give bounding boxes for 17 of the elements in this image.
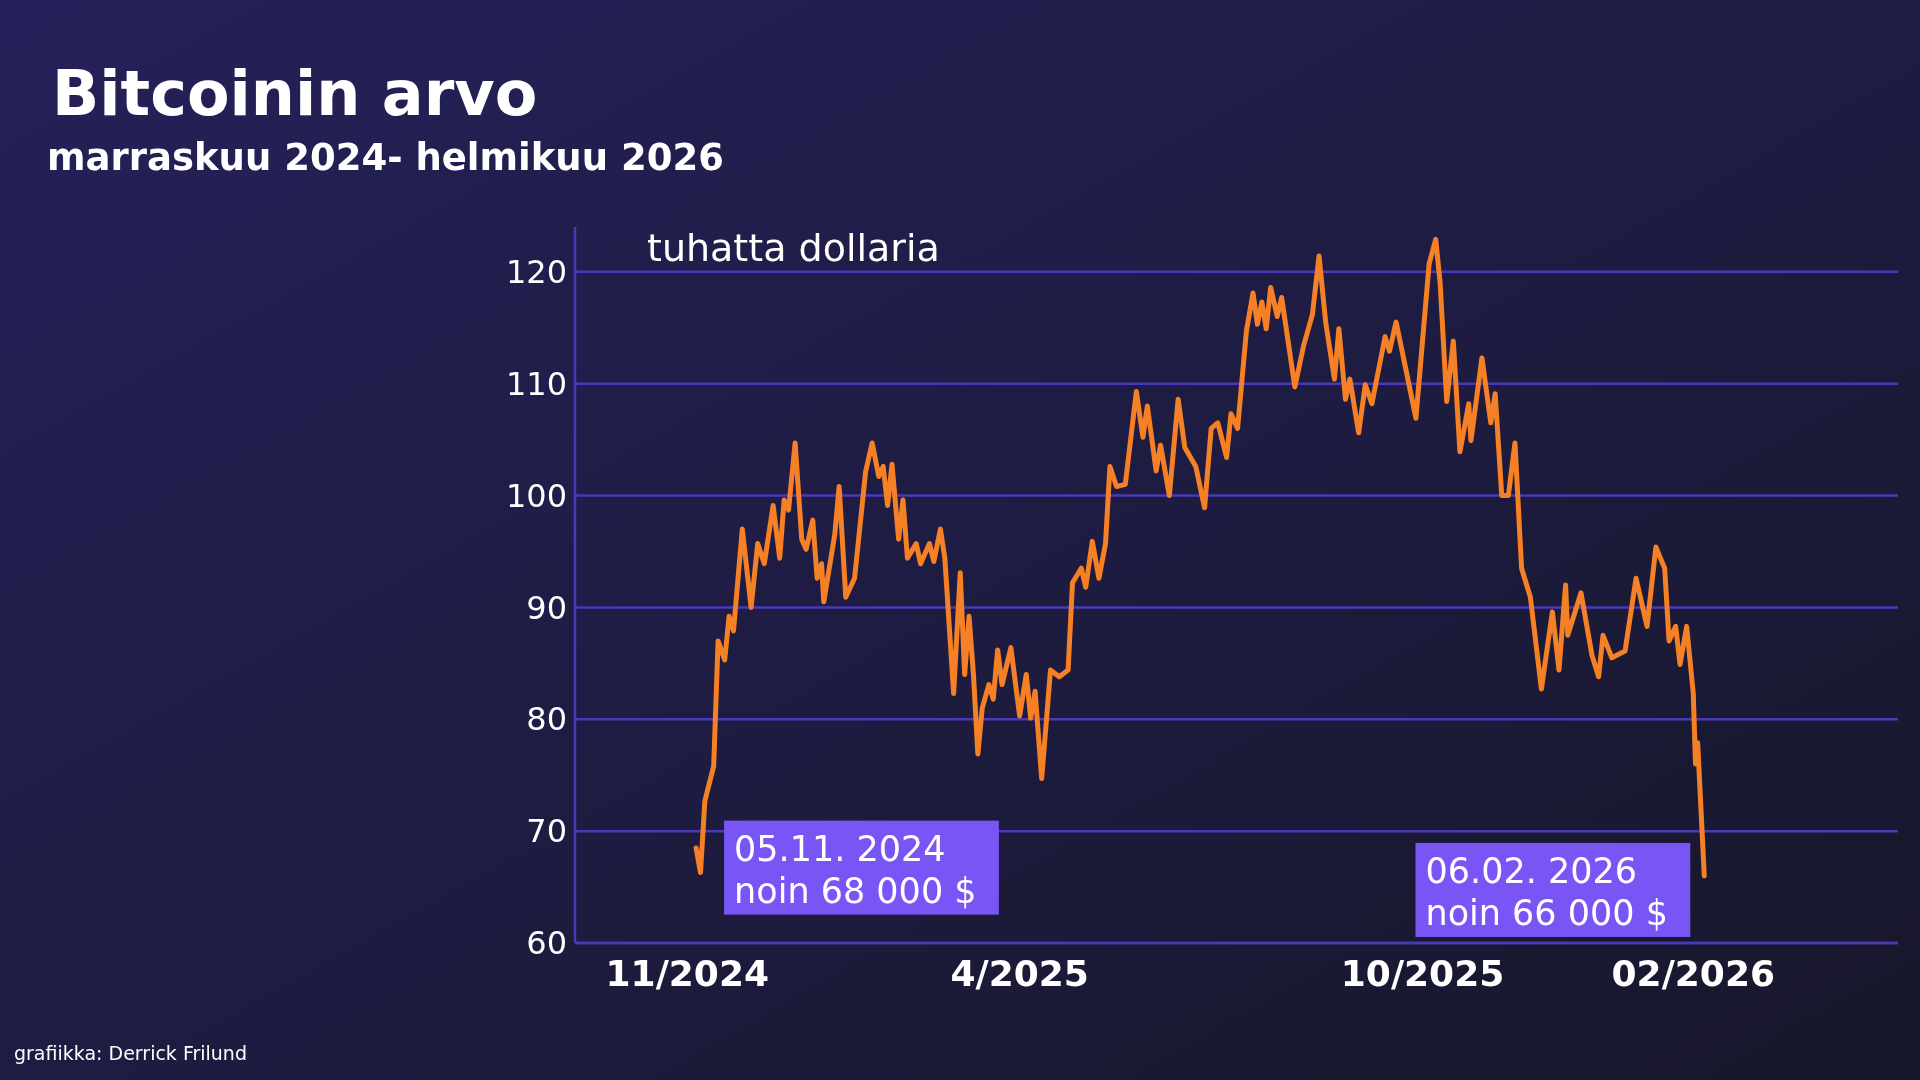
annotation: 06.02. 2026 noin 66 000 $ — [1425, 851, 1668, 934]
y-axis-title: tuhatta dollaria — [647, 226, 940, 271]
y-tick-label: 60 — [526, 924, 567, 963]
y-tick-label: 120 — [505, 252, 567, 291]
chart-title: Bitcoinin arvo — [52, 57, 538, 130]
x-tick-label: 10/2025 — [1340, 952, 1505, 994]
y-tick-label: 80 — [526, 700, 567, 739]
annotation: 05.11. 2024 noin 68 000 $ — [734, 828, 977, 911]
y-tick-label: 110 — [505, 364, 567, 403]
chart-subtitle: marraskuu 2024- helmikuu 2026 — [47, 136, 724, 179]
x-tick-label: 02/2026 — [1611, 952, 1775, 994]
x-tick-label: 4/2025 — [950, 952, 1089, 994]
x-tick-label: 11/2024 — [605, 952, 769, 994]
text: grafiikka: Derrick Frilund — [14, 1042, 247, 1064]
y-tick-label: 90 — [526, 588, 567, 627]
y-tick-label: 100 — [505, 476, 567, 515]
y-tick-label: 70 — [526, 812, 567, 851]
